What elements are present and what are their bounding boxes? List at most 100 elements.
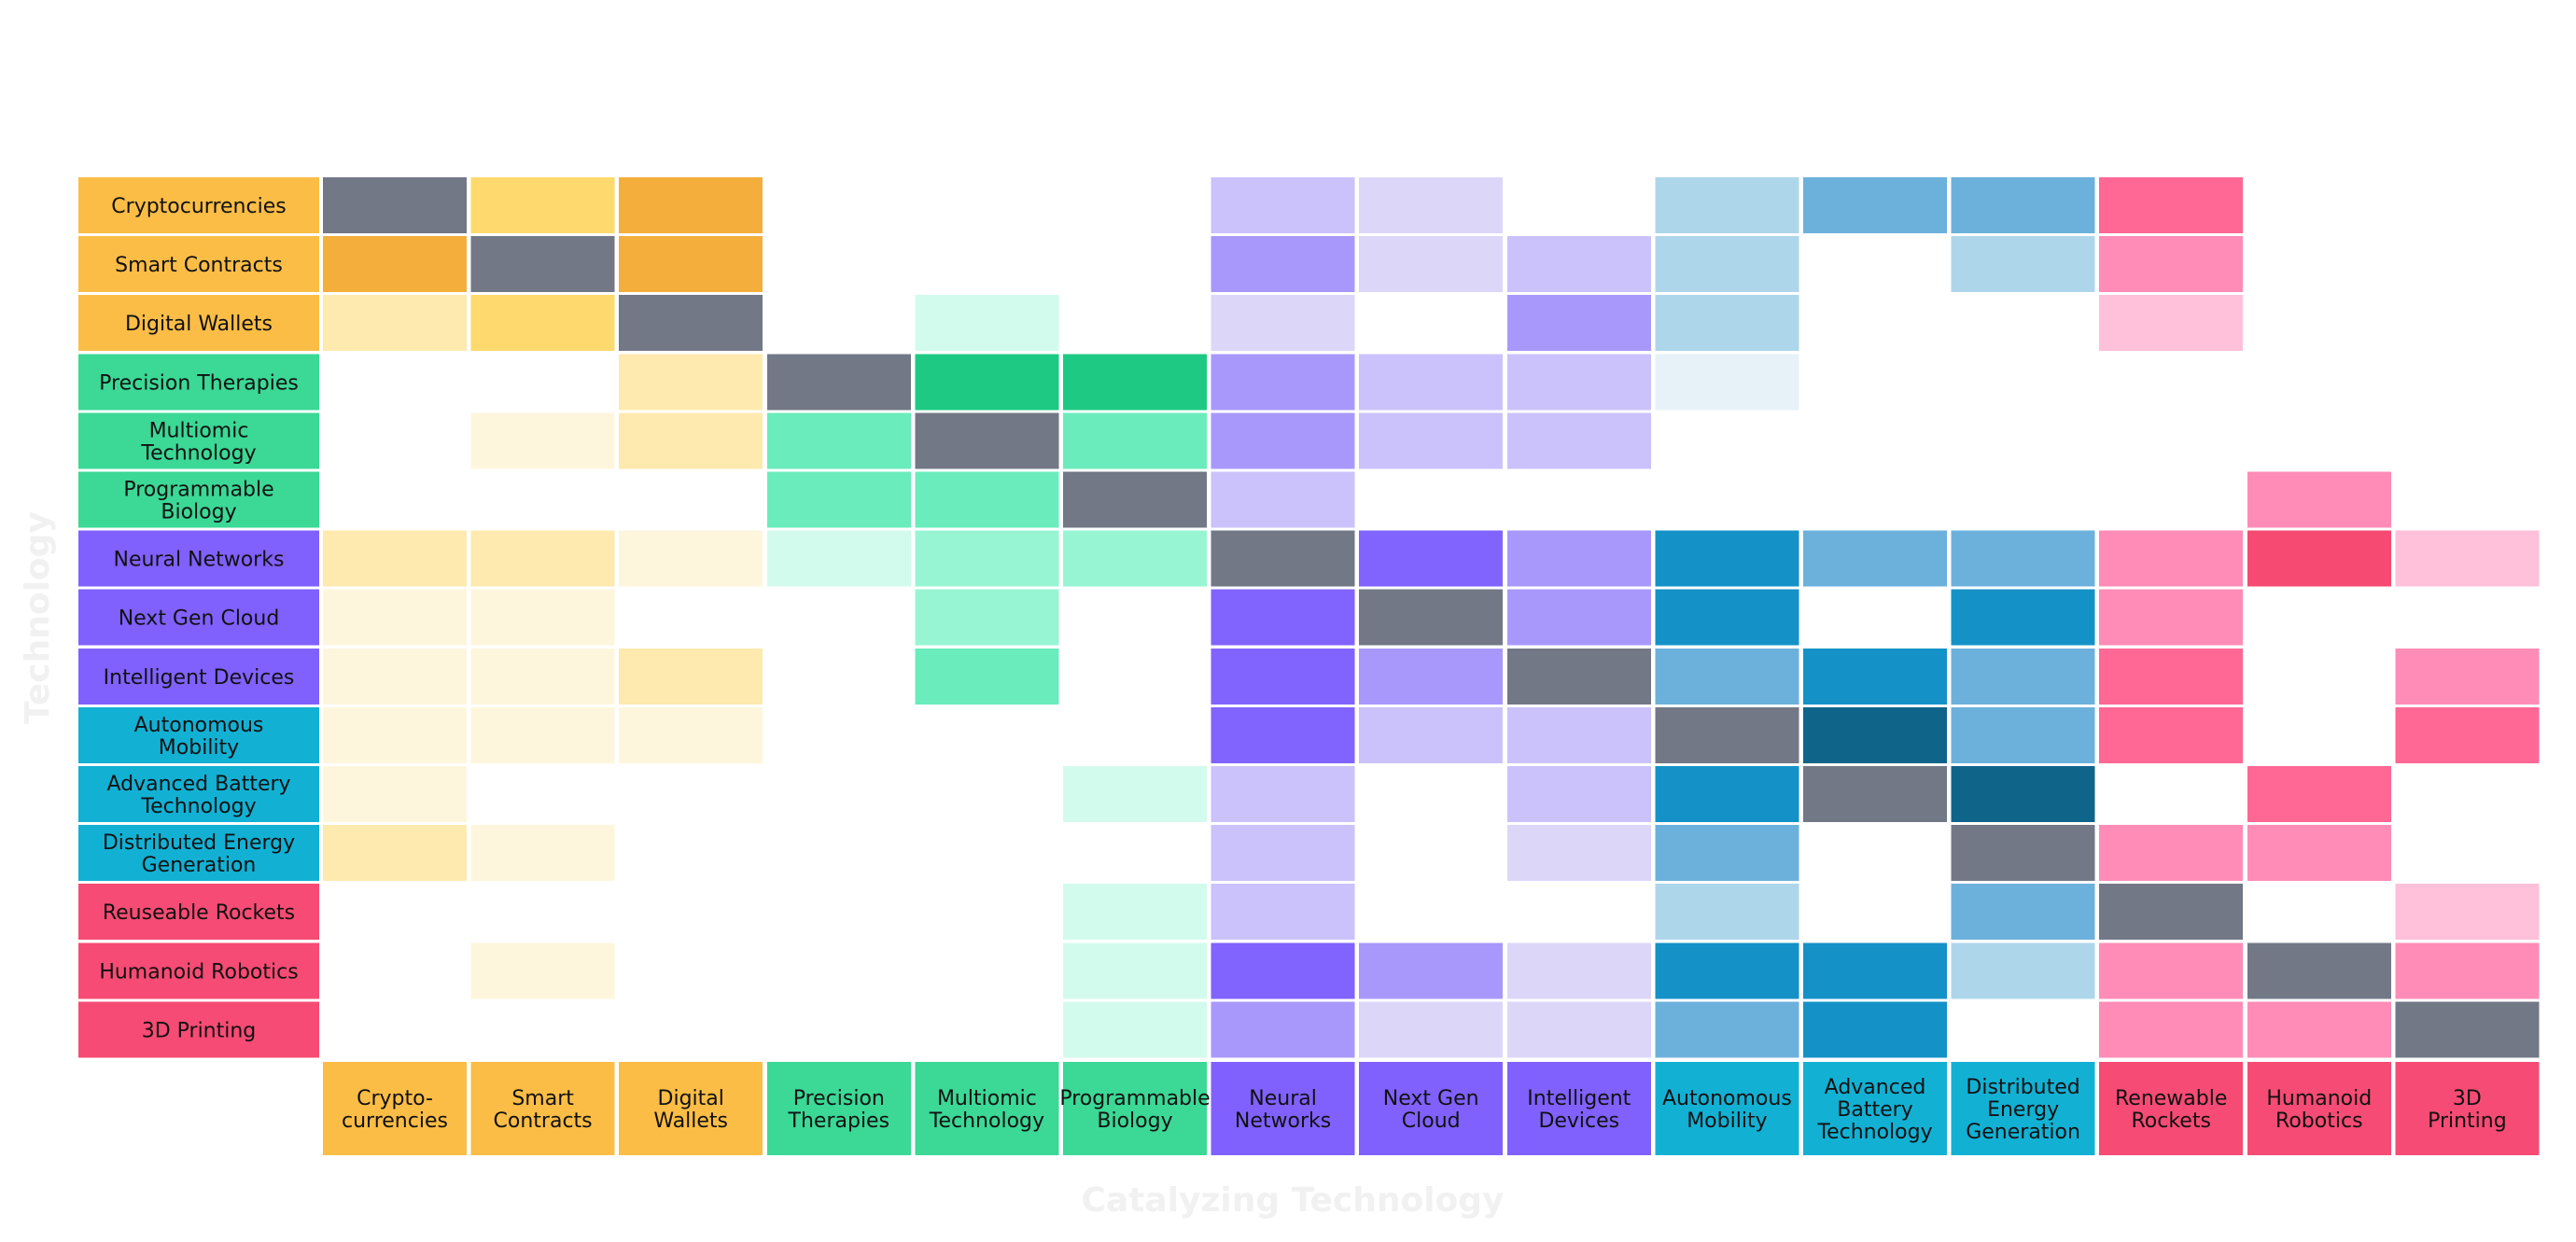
y-axis-title: Technology — [19, 511, 57, 724]
row-label-box-programmable-biology — [78, 471, 319, 528]
column-label-box-distributed-energy-generation — [1951, 1062, 2095, 1155]
cell-multiomic-technology-x-neural-networks — [1211, 412, 1355, 469]
row-label-multiomic-technology: Multiomic Technology — [140, 419, 256, 465]
cell-humanoid-robotics-x-intelligent-devices — [1506, 942, 1651, 999]
row-label-reuseable-rockets: Reuseable Rockets — [103, 901, 295, 925]
cell-smart-contracts-x-autonomous-mobility — [1655, 236, 1799, 293]
column-label-smart-contracts-line-1: Smart — [511, 1087, 574, 1110]
column-label-renewable-rockets: Renewable Rockets — [2115, 1087, 2227, 1133]
column-label-cryptocurrencies-line-2: currencies — [342, 1109, 448, 1133]
cell-neural-networks-x-digital-wallets — [619, 530, 763, 587]
cell-neural-networks-x-3d-printing — [2395, 530, 2540, 587]
column-label-distributed-energy-generation-line-1: Distributed — [1966, 1076, 2079, 1099]
cell-autonomous-mobility-x-neural-networks — [1211, 706, 1355, 763]
column-label-precision-therapies: Precision Therapies — [788, 1087, 890, 1133]
cell-smart-contracts-x-smart-contracts — [470, 236, 615, 293]
x-axis-title: Catalyzing Technology — [1081, 1181, 1504, 1220]
cell-precision-therapies-x-precision-therapies — [766, 354, 911, 411]
cell-cryptocurrencies-x-advanced-battery-technology — [1803, 177, 1947, 233]
row-label-box-humanoid-robotics — [78, 942, 319, 999]
cell-advanced-battery-technology-x-intelligent-devices — [1506, 766, 1651, 822]
row-label-box-smart-contracts — [78, 236, 319, 293]
cell-programmable-biology-x-humanoid-robotics — [2247, 471, 2391, 528]
row-label-box-reuseable-rockets — [78, 884, 319, 941]
cell-autonomous-mobility-x-next-gen-cloud — [1359, 706, 1504, 763]
cell-distributed-energy-generation-x-renewable-rockets — [2099, 825, 2244, 882]
column-label-box-neural-networks — [1211, 1062, 1355, 1155]
cell-humanoid-robotics-x-distributed-energy-generation — [1951, 942, 2095, 999]
row-label-neural-networks: Neural Networks — [114, 549, 285, 572]
cell-cryptocurrencies-x-neural-networks — [1211, 177, 1355, 233]
cell-cryptocurrencies-x-next-gen-cloud — [1359, 177, 1504, 233]
cell-distributed-energy-generation-x-cryptocurrencies — [323, 825, 467, 882]
cell-autonomous-mobility-x-digital-wallets — [619, 706, 763, 763]
column-label-digital-wallets-line-2: Wallets — [653, 1109, 728, 1133]
cell-smart-contracts-x-neural-networks — [1211, 236, 1355, 293]
cell-digital-wallets-x-smart-contracts — [470, 295, 615, 352]
cell-intelligent-devices-x-distributed-energy-generation — [1951, 648, 2095, 705]
cell-3d-printing-x-neural-networks — [1211, 1001, 1355, 1058]
column-label-box-humanoid-robotics — [2247, 1062, 2391, 1155]
cell-digital-wallets-x-intelligent-devices — [1506, 295, 1651, 352]
column-label-box-programmable-biology — [1063, 1062, 1207, 1155]
column-label-multiomic-technology: Multiomic Technology — [929, 1087, 1044, 1133]
cell-cryptocurrencies-x-cryptocurrencies — [323, 177, 467, 233]
cell-intelligent-devices-x-digital-wallets — [619, 648, 763, 705]
cell-humanoid-robotics-x-3d-printing — [2395, 942, 2540, 999]
row-label-programmable-biology: Programmable Biology — [123, 479, 273, 524]
row-label-autonomous-mobility-line-2: Mobility — [159, 736, 239, 760]
row-label-box-precision-therapies — [78, 354, 319, 411]
column-label-programmable-biology-line-1: Programmable — [1059, 1087, 1210, 1110]
row-label-distributed-energy-generation: Distributed Energy Generation — [103, 831, 295, 877]
row-label-humanoid-robotics: Humanoid Robotics — [99, 960, 298, 984]
column-label-next-gen-cloud-line-1: Next Gen — [1383, 1087, 1479, 1110]
cell-intelligent-devices-x-cryptocurrencies — [323, 648, 467, 705]
column-label-autonomous-mobility: Autonomous Mobility — [1662, 1087, 1792, 1133]
cell-distributed-energy-generation-x-neural-networks — [1211, 825, 1355, 882]
cell-digital-wallets-x-autonomous-mobility — [1655, 295, 1799, 352]
cell-3d-printing-x-autonomous-mobility — [1655, 1001, 1799, 1058]
row-label-smart-contracts-line-1: Smart Contracts — [115, 254, 283, 277]
cell-cryptocurrencies-x-digital-wallets — [619, 177, 763, 233]
row-label-cryptocurrencies-line-1: Cryptocurrencies — [111, 195, 286, 218]
cell-reuseable-rockets-x-renewable-rockets — [2099, 884, 2244, 941]
cell-autonomous-mobility-x-cryptocurrencies — [323, 706, 467, 763]
cell-intelligent-devices-x-neural-networks — [1211, 648, 1355, 705]
cell-digital-wallets-x-cryptocurrencies — [323, 295, 467, 352]
cell-multiomic-technology-x-intelligent-devices — [1506, 412, 1651, 469]
cell-autonomous-mobility-x-intelligent-devices — [1506, 706, 1651, 763]
cell-precision-therapies-x-programmable-biology — [1063, 354, 1207, 411]
column-label-smart-contracts-line-2: Contracts — [494, 1109, 593, 1133]
column-label-multiomic-technology-line-1: Multiomic — [937, 1087, 1037, 1110]
row-label-precision-therapies: Precision Therapies — [99, 371, 299, 395]
column-label-distributed-energy-generation: Distributed Energy Generation — [1966, 1076, 2080, 1144]
column-label-autonomous-mobility-line-2: Mobility — [1687, 1109, 1767, 1133]
row-label-multiomic-technology-line-1: Multiomic — [149, 419, 249, 442]
row-label-distributed-energy-generation-line-1: Distributed Energy — [103, 831, 295, 855]
column-label-3d-printing-line-2: Printing — [2428, 1109, 2507, 1133]
column-label-next-gen-cloud: Next Gen Cloud — [1383, 1087, 1479, 1133]
cell-digital-wallets-x-renewable-rockets — [2099, 295, 2244, 352]
cell-smart-contracts-x-renewable-rockets — [2099, 236, 2244, 293]
cell-advanced-battery-technology-x-humanoid-robotics — [2247, 766, 2391, 822]
row-label-precision-therapies-line-1: Precision Therapies — [99, 371, 299, 395]
cell-programmable-biology-x-precision-therapies — [766, 471, 911, 528]
cell-neural-networks-x-programmable-biology — [1063, 530, 1207, 587]
cell-cryptocurrencies-x-distributed-energy-generation — [1951, 177, 2095, 233]
column-label-autonomous-mobility-line-1: Autonomous — [1662, 1087, 1792, 1110]
cell-humanoid-robotics-x-programmable-biology — [1063, 942, 1207, 999]
cell-programmable-biology-x-multiomic-technology — [915, 471, 1059, 528]
cell-3d-printing-x-intelligent-devices — [1506, 1001, 1651, 1058]
cell-smart-contracts-x-distributed-energy-generation — [1951, 236, 2095, 293]
cell-neural-networks-x-advanced-battery-technology — [1803, 530, 1947, 587]
column-label-neural-networks-line-1: Neural — [1249, 1087, 1317, 1110]
cell-next-gen-cloud-x-renewable-rockets — [2099, 589, 2244, 646]
column-label-advanced-battery-technology-line-3: Technology — [1816, 1121, 1932, 1144]
cell-multiomic-technology-x-programmable-biology — [1063, 412, 1207, 469]
cell-autonomous-mobility-x-autonomous-mobility — [1655, 706, 1799, 763]
row-label-box-advanced-battery-technology — [78, 766, 319, 822]
cell-intelligent-devices-x-renewable-rockets — [2099, 648, 2244, 705]
column-label-multiomic-technology-line-2: Technology — [929, 1109, 1044, 1133]
row-label-box-neural-networks — [78, 530, 319, 587]
column-label-humanoid-robotics-line-1: Humanoid — [2266, 1087, 2372, 1110]
